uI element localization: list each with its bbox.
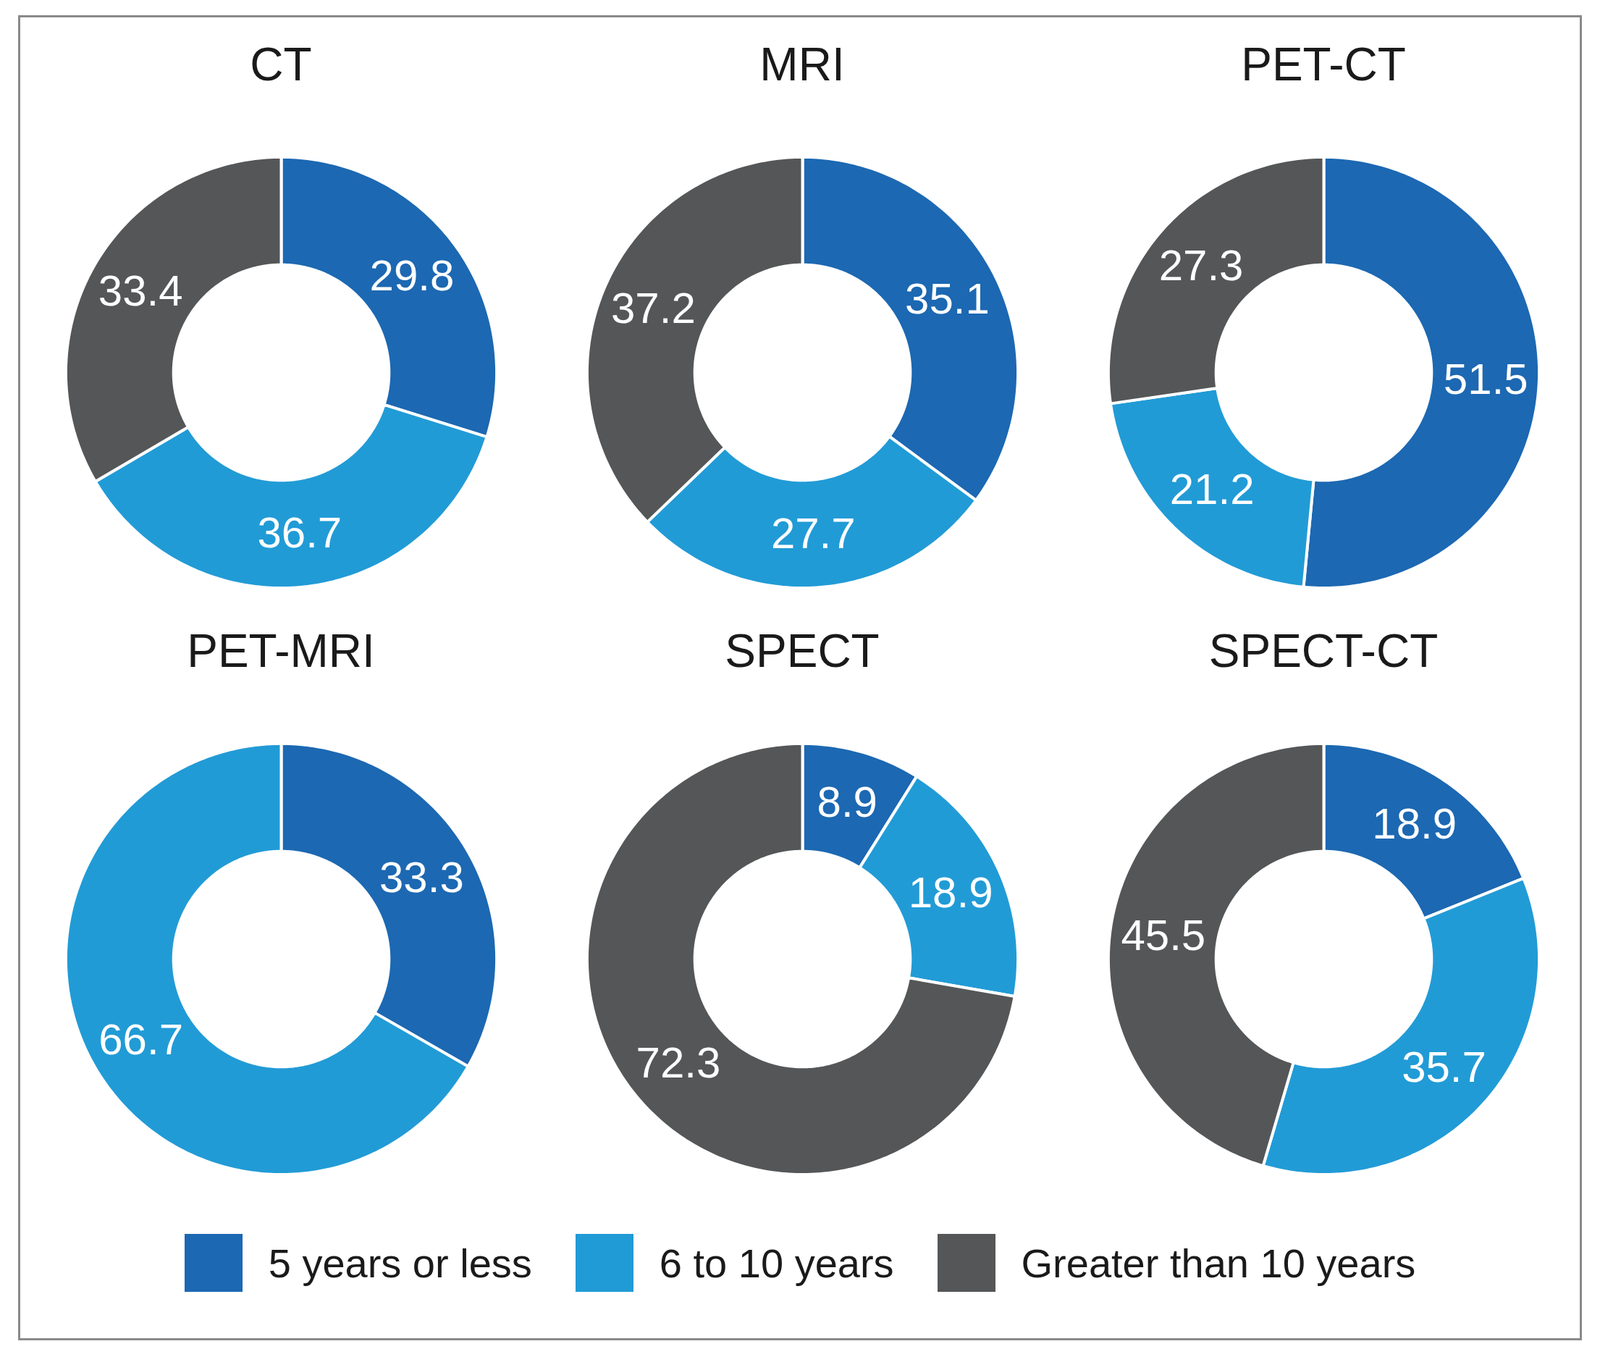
svg-text:36.7: 36.7 <box>257 508 342 557</box>
svg-text:66.7: 66.7 <box>98 1015 184 1064</box>
svg-text:37.2: 37.2 <box>611 283 696 333</box>
svg-text:33.3: 33.3 <box>379 852 465 901</box>
svg-text:8.9: 8.9 <box>817 777 878 827</box>
svg-text:35.1: 35.1 <box>904 274 990 323</box>
html-text:SPECT: SPECT <box>724 624 880 677</box>
svg-text:21.2: 21.2 <box>1169 464 1255 514</box>
svg-text:72.3: 72.3 <box>636 1038 722 1087</box>
svg-text:51.5: 51.5 <box>1443 354 1529 404</box>
svg-text:18.9: 18.9 <box>908 868 994 917</box>
svg-text:18.9: 18.9 <box>1371 799 1457 848</box>
html-text:SPECT-CT: SPECT-CT <box>1208 624 1438 677</box>
html-text:PET-MRI: PET-MRI <box>186 624 375 677</box>
svg-text:45.5: 45.5 <box>1120 910 1206 960</box>
html-text:5 years or less: 5 years or less <box>268 1239 532 1286</box>
html-text:CT: CT <box>249 38 312 91</box>
svg-text:27.3: 27.3 <box>1159 241 1244 290</box>
svg-text:27.7: 27.7 <box>771 508 856 558</box>
svg-text:35.7: 35.7 <box>1401 1042 1487 1092</box>
html-text:MRI: MRI <box>759 38 845 91</box>
html-text:Greater than 10 years: Greater than 10 years <box>1021 1239 1416 1286</box>
svg-text:29.8: 29.8 <box>369 251 455 300</box>
html-text:6 to 10 years: 6 to 10 years <box>659 1239 894 1286</box>
svg-text:33.4: 33.4 <box>98 266 184 315</box>
html-text:PET-CT: PET-CT <box>1241 38 1406 91</box>
